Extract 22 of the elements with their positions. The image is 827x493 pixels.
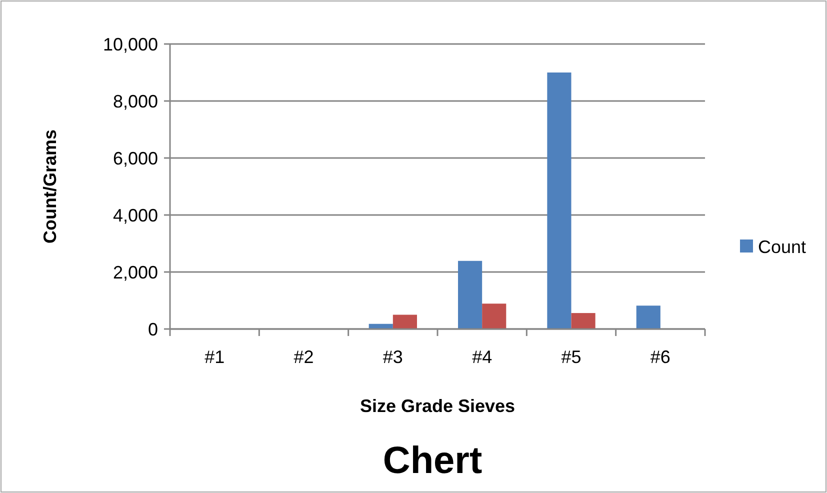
text: Chert bbox=[382, 440, 482, 482]
x-axis-title: Size Grade Sieves bbox=[360, 396, 516, 416]
x-tick-label: #1 bbox=[204, 347, 225, 367]
y-tick-label: 2,000 bbox=[112, 262, 158, 282]
x-tick-label: #2 bbox=[294, 347, 314, 367]
y-tick-label: 0 bbox=[148, 319, 158, 340]
y-axis-title: Count/Grams bbox=[40, 129, 60, 244]
x-tick-label: #6 bbox=[650, 347, 670, 367]
y-tick-label: 6,000 bbox=[112, 148, 158, 168]
bar bbox=[571, 313, 596, 329]
y-tick-label: 4,000 bbox=[112, 205, 158, 226]
bar bbox=[547, 72, 572, 329]
legend-label: Count bbox=[758, 236, 806, 257]
x-tick-label: #4 bbox=[472, 347, 492, 367]
bar bbox=[636, 306, 660, 329]
y-tick-label: 10,000 bbox=[102, 34, 158, 54]
bar bbox=[482, 304, 506, 329]
y-tick-label: 8,000 bbox=[112, 91, 158, 112]
bar bbox=[458, 260, 482, 329]
x-tick-label: #3 bbox=[382, 347, 403, 367]
bar bbox=[392, 314, 417, 329]
x-tick-label: #5 bbox=[561, 347, 582, 367]
